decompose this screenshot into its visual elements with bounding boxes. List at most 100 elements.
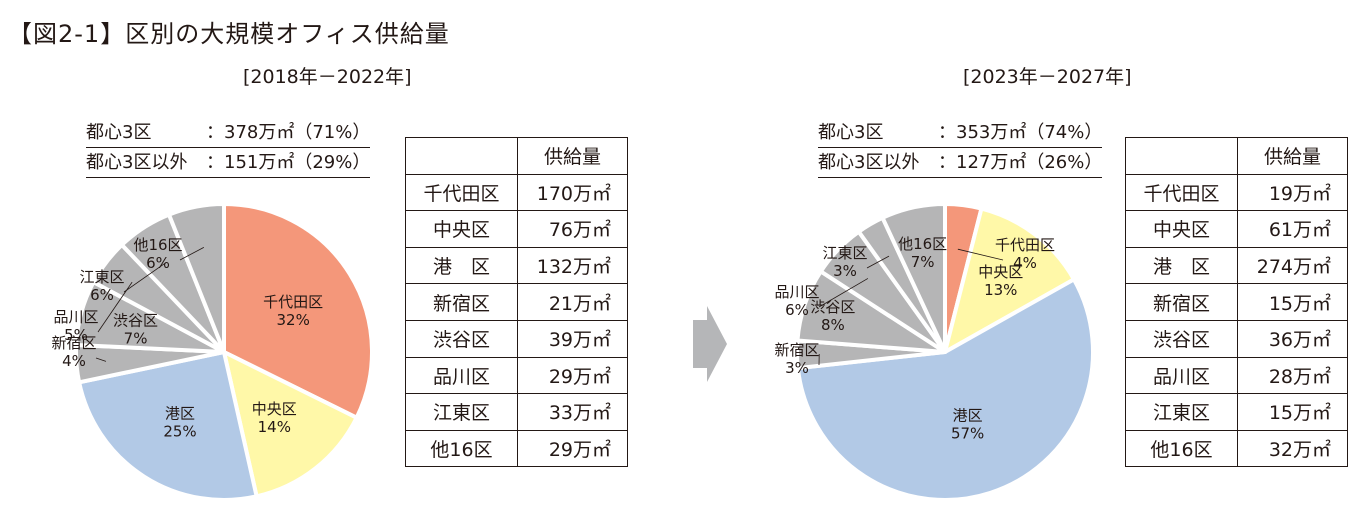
supply-value: 39万㎡ [517,319,628,358]
slice-label: 港区 [165,404,195,422]
slice-percent: 14% [258,418,291,436]
slice-label: 他16区 [133,236,182,254]
supply-value: 76万㎡ [517,210,628,248]
pie-slice-7 [166,202,226,354]
summary-value: ：127万㎡（26%） [938,152,1103,173]
pie-slice-0 [222,202,374,420]
slice-label: 他16区 [898,235,947,253]
summary-label: 都心3区以外 [86,152,188,173]
ward-name: 新宿区 [1125,283,1238,321]
table-row: 千代田区 19万㎡ [1125,173,1348,212]
ward-name: 他16区 [1125,429,1238,468]
supply-table-2018-2022: 供給量 千代田区 170万㎡ 中央区 76万㎡ 港 区 132万㎡ 新宿区 21万㎡ 渋… [405,137,628,468]
slice-label: 渋谷区 [810,298,855,316]
supply-value: 61万㎡ [1237,210,1348,248]
right-arrow-icon [693,306,727,382]
supply-value: 274万㎡ [1237,246,1348,285]
ward-name: 他16区 [405,429,518,468]
summary-row-outside: 都心3区以外 ：151万㎡（29%） [86,148,371,178]
supply-value: 28万㎡ [1237,356,1348,395]
slice-percent: 7% [124,330,148,348]
table-header-row: 供給量 [1125,137,1348,175]
ward-name: 渋谷区 [1125,319,1238,358]
table-row: 新宿区 15万㎡ [1125,283,1348,321]
pie-slice-2 [77,350,259,502]
slice-percent: 4% [62,352,86,370]
slice-percent: 8% [821,316,845,334]
summary-row-center3: 都心3区 ：378万㎡（71%） [86,118,371,148]
slice-label: 中央区 [252,400,297,418]
slice-percent: 7% [911,253,935,271]
supply-value: 36万㎡ [1237,319,1348,358]
slice-percent: 13% [984,281,1017,299]
leader-line [95,357,107,362]
supply-value: 21万㎡ [517,283,628,321]
slice-percent: 3% [833,262,857,280]
summary-row-outside: 都心3区以外 ：127万㎡（26%） [818,148,1103,178]
slice-percent: 6% [90,286,114,304]
ward-name: 中央区 [405,210,518,248]
slice-percent: 4% [1013,254,1037,272]
pie-slice-1 [222,350,359,499]
chart-panel-2023-2027: [2023年－2027年] 都心3区 ：353万㎡（74%） 都心3区以外 ：127… [685,0,1370,527]
summary-value: ：151万㎡（29%） [206,152,371,173]
slice-percent: 5% [64,326,88,344]
slice-percent: 6% [146,254,170,272]
ward-name: 品川区 [1125,356,1238,395]
summary-value: ：378万㎡（71%） [206,122,371,143]
ward-name: 港 区 [1125,246,1238,285]
ward-name: 新宿区 [405,283,518,321]
slice-label: 渋谷区 [113,312,158,330]
table-row: 品川区 28万㎡ [1125,356,1348,395]
table-row: 港 区 132万㎡ [405,246,628,285]
table-row: 千代田区 170万㎡ [405,173,628,212]
pie-chart-2023-2027: 千代田区4%中央区13%港区57%新宿区3%渋谷区8%品川区6%江東区3%他16… [774,202,1095,502]
table-header-cell [1125,137,1238,175]
ward-name: 中央区 [1125,210,1238,248]
supply-value: 19万㎡ [1237,173,1348,212]
table-row: 渋谷区 39万㎡ [405,319,628,358]
table-row: 他16区 32万㎡ [1125,429,1348,468]
slice-label: 中央区 [978,263,1023,281]
summary-block: 都心3区 ：353万㎡（74%） 都心3区以外 ：127万㎡（26%） [818,118,1103,178]
supply-value: 132万㎡ [517,246,628,285]
supply-value: 29万㎡ [517,429,628,468]
table-header-cell: 供給量 [1237,137,1348,175]
ward-name: 千代田区 [405,173,518,212]
summary-row-center3: 都心3区 ：353万㎡（74%） [818,118,1103,148]
pie-slice-2 [795,277,1095,502]
slice-label: 新宿区 [51,334,96,352]
table-row: 他16区 29万㎡ [405,429,628,468]
slice-label: 品川区 [53,308,98,326]
slice-label: 千代田区 [263,293,323,311]
summary-block: 都心3区 ：378万㎡（71%） 都心3区以外 ：151万㎡（29%） [86,118,371,178]
chart-panel-2018-2022: [2018年－2022年] 都心3区 ：378万㎡（71%） 都心3区以外 ：151… [51,66,628,502]
period-label: [2023年－2027年] [963,66,1132,88]
slice-percent: 6% [785,301,809,319]
ward-name: 江東区 [1125,393,1238,431]
supply-table-2023-2027: 供給量 千代田区 19万㎡ 中央区 61万㎡ 港 区 274万㎡ 新宿区 15万㎡ 渋谷… [1125,137,1348,468]
slice-percent: 57% [951,424,984,442]
leader-line [866,255,890,269]
table-row: 品川区 29万㎡ [405,356,628,395]
supply-value: 32万㎡ [1237,429,1348,468]
supply-value: 33万㎡ [517,393,628,431]
pie-slice-7 [880,202,947,354]
ward-name: 江東区 [405,393,518,431]
supply-value: 29万㎡ [517,356,628,395]
period-label: [2018年－2022年] [243,66,412,88]
ward-name: 品川区 [405,356,518,395]
table-row: 中央区 61万㎡ [1125,210,1348,248]
ward-name: 千代田区 [1125,173,1238,212]
pie-chart-2018-2022: 千代田区32%中央区14%港区25%新宿区4%渋谷区7%品川区5%江東区6%他1… [51,202,374,502]
slice-label: 江東区 [822,244,867,262]
supply-value: 15万㎡ [1237,393,1348,431]
table-row: 港 区 274万㎡ [1125,246,1348,285]
slice-label: 新宿区 [774,341,819,359]
summary-value: ：353万㎡（74%） [938,122,1103,143]
table-header-cell [405,137,518,175]
slice-percent: 25% [163,422,196,440]
table-row: 中央区 76万㎡ [405,210,628,248]
slice-label: 千代田区 [995,236,1055,254]
leader-line [957,248,1004,261]
